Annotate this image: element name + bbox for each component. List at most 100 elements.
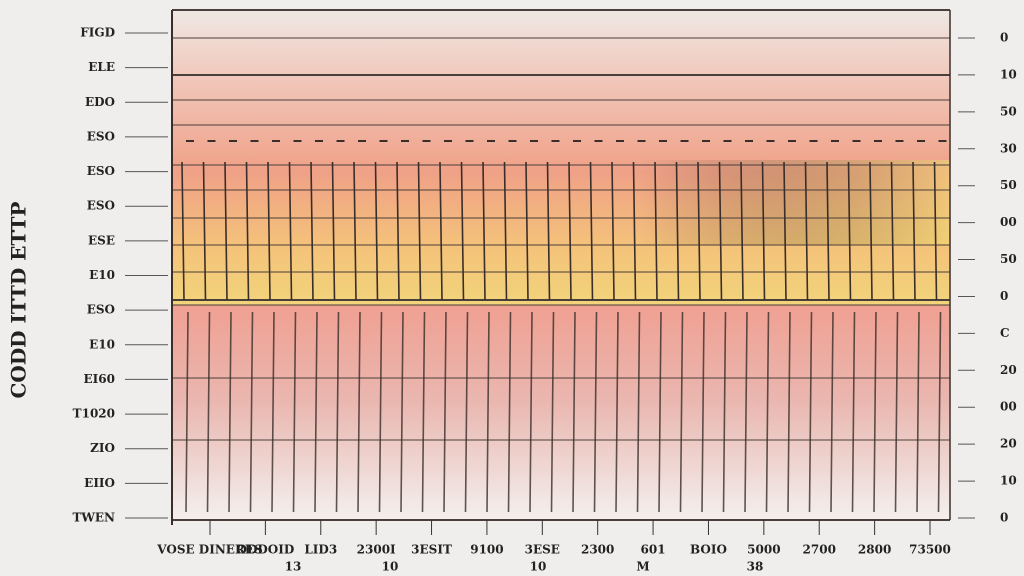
right-tick-label: 20 bbox=[1000, 437, 1017, 451]
dash bbox=[229, 140, 237, 142]
x-sub-label: 10 bbox=[530, 560, 547, 574]
dash bbox=[530, 140, 538, 142]
y-tick-label: E10 bbox=[89, 337, 115, 351]
right-tick-label: 0 bbox=[1000, 289, 1008, 303]
y-tick-label: E10 bbox=[89, 268, 115, 282]
x-tick-label: 73500 bbox=[909, 543, 951, 557]
right-tick-label: 0 bbox=[1000, 31, 1008, 45]
upper-tint bbox=[172, 160, 950, 245]
y-tick-label: EI60 bbox=[84, 372, 115, 386]
stripe bbox=[593, 311, 598, 513]
stripe bbox=[396, 161, 400, 301]
stripe bbox=[335, 311, 340, 513]
stripe bbox=[615, 311, 619, 513]
stripe bbox=[357, 311, 361, 513]
right-tick-label: 10 bbox=[1000, 474, 1017, 488]
dash bbox=[852, 140, 861, 142]
stripe bbox=[267, 161, 271, 301]
x-sub-label: 10 bbox=[382, 560, 399, 574]
dash bbox=[487, 140, 495, 142]
stripe bbox=[873, 311, 877, 513]
stripe bbox=[417, 161, 422, 301]
stripe bbox=[654, 161, 658, 301]
dash bbox=[680, 140, 689, 142]
y-tick-label: T1020 bbox=[73, 407, 115, 421]
right-tick-label: 50 bbox=[1000, 178, 1017, 192]
stripe bbox=[529, 311, 533, 513]
stripe bbox=[353, 161, 357, 301]
stripe bbox=[439, 161, 443, 301]
dash bbox=[358, 140, 366, 142]
stripe bbox=[310, 161, 314, 301]
stripe bbox=[464, 311, 469, 513]
dash bbox=[508, 140, 517, 142]
dash bbox=[465, 140, 474, 142]
x-tick-label: 3ESE bbox=[525, 543, 560, 557]
stripe bbox=[224, 161, 228, 301]
dash bbox=[594, 140, 603, 142]
stripe bbox=[851, 311, 856, 513]
x-tick-label: 2300I bbox=[357, 543, 396, 557]
dash bbox=[637, 140, 646, 142]
stripe bbox=[761, 161, 766, 301]
x-tick-label: BOIO bbox=[690, 543, 727, 557]
stripe bbox=[636, 311, 641, 513]
stripe bbox=[744, 311, 748, 513]
chart-title: CODD ITTD ETTP bbox=[7, 201, 31, 398]
stripe bbox=[808, 311, 813, 513]
stripe bbox=[443, 311, 447, 513]
dash bbox=[895, 140, 904, 142]
dash bbox=[379, 140, 388, 142]
stripe bbox=[679, 311, 684, 513]
x-sub-label: M bbox=[636, 560, 649, 574]
stripe bbox=[869, 161, 873, 301]
stripe bbox=[847, 161, 852, 301]
stripe bbox=[787, 311, 791, 513]
x-tick-label: 9100 bbox=[470, 543, 503, 557]
stripe bbox=[314, 311, 318, 513]
stripe bbox=[783, 161, 787, 301]
stripe bbox=[697, 161, 701, 301]
dash bbox=[938, 140, 947, 142]
dash bbox=[616, 140, 624, 142]
stripe bbox=[550, 311, 555, 513]
right-tick-label: 00 bbox=[1000, 215, 1017, 229]
stripe bbox=[740, 161, 744, 301]
stripe bbox=[611, 161, 615, 301]
dash bbox=[336, 140, 345, 142]
dash bbox=[788, 140, 796, 142]
lower-panel bbox=[172, 305, 950, 520]
stripe bbox=[701, 311, 705, 513]
right-tick-label: 0 bbox=[1000, 511, 1008, 525]
right-tick-label: 00 bbox=[1000, 400, 1017, 414]
y-tick-label: ESO bbox=[87, 303, 115, 317]
dash bbox=[186, 140, 194, 142]
y-tick-label: ESO bbox=[87, 164, 115, 178]
upper-panel bbox=[172, 10, 950, 305]
dash bbox=[444, 140, 452, 142]
y-tick-label: ESE bbox=[88, 233, 115, 247]
right-tick-label: 10 bbox=[1000, 67, 1017, 81]
stripe bbox=[912, 161, 916, 301]
dash bbox=[745, 140, 753, 142]
stripe bbox=[658, 311, 662, 513]
right-tick-label: 30 bbox=[1000, 141, 1017, 155]
stripe bbox=[525, 161, 529, 301]
dash bbox=[401, 140, 409, 142]
y-tick-label: EIIO bbox=[84, 476, 115, 490]
stripe bbox=[288, 161, 293, 301]
stripe bbox=[249, 311, 254, 513]
stripe bbox=[245, 161, 250, 301]
stripe bbox=[765, 311, 770, 513]
stripe bbox=[632, 161, 637, 301]
x-tick-label: 2800 bbox=[858, 543, 891, 557]
dash bbox=[831, 140, 839, 142]
stripe bbox=[722, 311, 727, 513]
stripe bbox=[933, 161, 938, 301]
dash bbox=[422, 140, 431, 142]
stripe bbox=[460, 161, 465, 301]
stripe bbox=[894, 311, 899, 513]
dash bbox=[766, 140, 775, 142]
stripe bbox=[378, 311, 383, 513]
